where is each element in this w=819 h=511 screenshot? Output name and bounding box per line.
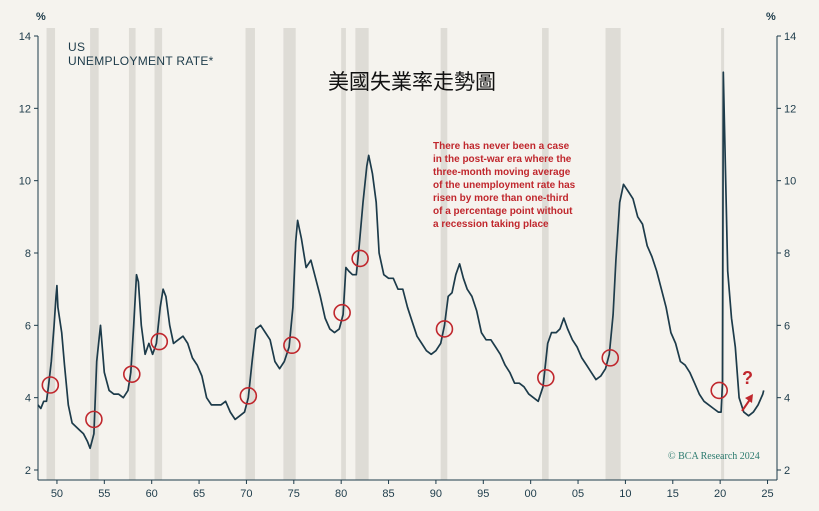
highlight-circle bbox=[435, 320, 454, 338]
y-tick-label-left: 8 bbox=[25, 248, 31, 260]
y-tick-label-left: 6 bbox=[25, 320, 31, 332]
x-tick-label: 75 bbox=[288, 488, 300, 500]
x-tick-label: 05 bbox=[572, 488, 584, 500]
y-tick-label-left: 12 bbox=[19, 103, 31, 115]
highlight-circle bbox=[122, 365, 141, 383]
overlay-title: 美國失業率走勢圖 bbox=[328, 70, 496, 94]
annotation-line: of a percentage point without bbox=[433, 206, 573, 217]
y-tick-label-right: 10 bbox=[784, 176, 796, 188]
chart-title: US bbox=[68, 40, 85, 54]
recession-band bbox=[341, 28, 346, 480]
highlight-circle bbox=[710, 381, 729, 400]
highlight-circle bbox=[333, 303, 351, 322]
x-tick-label: 25 bbox=[761, 488, 773, 500]
y-tick-label-left: 2 bbox=[25, 465, 31, 477]
up-arrow-icon bbox=[741, 394, 753, 412]
y-tick-labels: 2 2 4 4 6 6 8 8 10 10 12 12 14 14 bbox=[19, 31, 797, 477]
highlight-circle bbox=[601, 349, 620, 367]
x-tick-label: 65 bbox=[193, 488, 205, 500]
annotation-line: There has never been a case bbox=[433, 141, 570, 152]
highlight-circle bbox=[239, 387, 258, 405]
highlight-circle bbox=[150, 332, 169, 351]
x-tick-label: 85 bbox=[382, 488, 394, 500]
x-tick-label: 15 bbox=[667, 488, 679, 500]
recession-band bbox=[128, 28, 136, 480]
highlight-circles bbox=[41, 249, 729, 429]
highlight-circle bbox=[351, 249, 369, 268]
left-unit-label: % bbox=[36, 11, 46, 23]
x-tick-label: 20 bbox=[714, 488, 726, 500]
highlight-circle bbox=[85, 410, 103, 429]
annotation-line: risen by more than one-third bbox=[433, 193, 569, 204]
y-tick-label-right: 14 bbox=[784, 31, 796, 43]
y-tick-label-left: 14 bbox=[19, 31, 31, 43]
annotation-line: in the post-war era where the bbox=[433, 154, 572, 165]
y-tick-label-right: 2 bbox=[784, 465, 790, 477]
recession-band bbox=[154, 28, 163, 480]
y-tick-label-right: 6 bbox=[784, 320, 790, 332]
annotation-line: a recession taking place bbox=[433, 219, 549, 230]
x-tick-label: 70 bbox=[240, 488, 252, 500]
chart-subtitle: UNEMPLOYMENT RATE* bbox=[68, 54, 214, 68]
unemployment-rate-line bbox=[37, 71, 765, 450]
y-tick-label-right: 12 bbox=[784, 103, 796, 115]
y-tick-label-right: 4 bbox=[784, 393, 790, 405]
y-tick-label-right: 8 bbox=[784, 248, 790, 260]
annotation-line: three-month moving average bbox=[433, 167, 571, 178]
highlight-circle bbox=[41, 376, 60, 394]
question-mark: ? bbox=[742, 368, 753, 388]
credit-text: © BCA Research 2024 bbox=[668, 451, 760, 462]
recession-band bbox=[245, 28, 255, 480]
right-unit-label: % bbox=[766, 11, 776, 23]
recession-bands bbox=[46, 28, 725, 480]
y-tick-label-left: 10 bbox=[19, 176, 31, 188]
recession-band bbox=[440, 28, 448, 480]
recession-band bbox=[542, 28, 549, 480]
recession-band bbox=[605, 28, 621, 480]
x-tick-label: 60 bbox=[146, 488, 158, 500]
recession-band bbox=[355, 28, 369, 480]
recession-band bbox=[46, 28, 56, 480]
annotation-text: There has never been a case in the post-… bbox=[433, 141, 576, 230]
x-tick-labels: 50 55 60 65 70 75 80 85 90 95 00 05 10 15 20 25 bbox=[51, 480, 774, 500]
annotation-line: of the unemployment rate has bbox=[433, 180, 576, 191]
y-tick-label-left: 4 bbox=[25, 393, 31, 405]
x-tick-label: 90 bbox=[430, 488, 442, 500]
x-tick-label: 10 bbox=[619, 488, 631, 500]
x-tick-label: 80 bbox=[335, 488, 347, 500]
x-tick-label: 95 bbox=[477, 488, 489, 500]
recession-band bbox=[90, 28, 99, 480]
x-tick-label: 00 bbox=[525, 488, 537, 500]
recession-band bbox=[283, 28, 296, 480]
x-tick-label: 55 bbox=[98, 488, 110, 500]
highlight-circle bbox=[537, 368, 555, 387]
x-tick-label: 50 bbox=[51, 488, 63, 500]
highlight-circle bbox=[283, 336, 301, 355]
